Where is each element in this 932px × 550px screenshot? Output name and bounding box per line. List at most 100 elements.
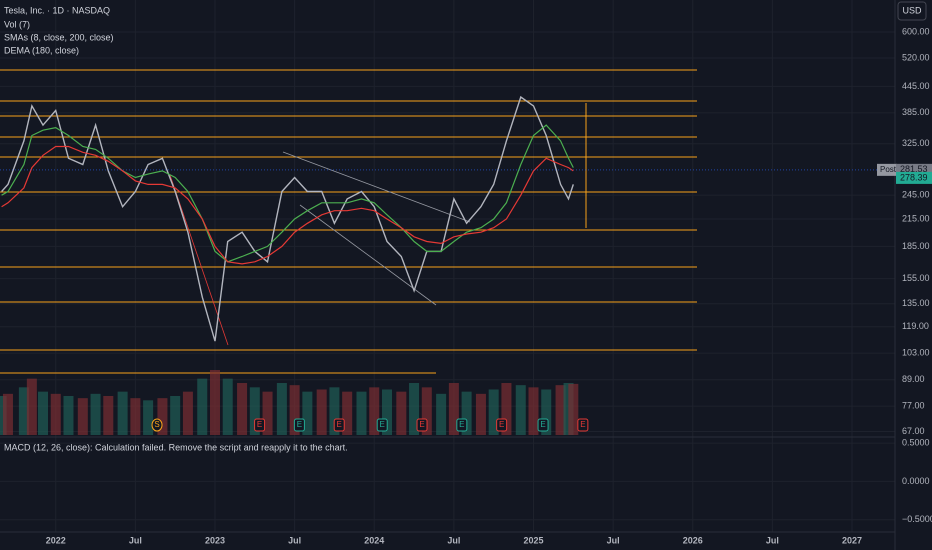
- event-label: E: [580, 420, 585, 429]
- volume-bar: [262, 391, 273, 435]
- grid: [0, 0, 895, 532]
- volume-bar: [197, 378, 208, 435]
- event-marker: [456, 418, 468, 432]
- y-tick-label: 215.00: [902, 213, 930, 223]
- post-label: Post: [880, 165, 897, 174]
- volume-bar: [170, 396, 181, 435]
- volume-bar: [63, 396, 74, 435]
- series-line: [1, 124, 574, 263]
- volume-bar: [117, 391, 128, 435]
- volume-bar: [182, 391, 193, 435]
- y-tick-label: 155.00: [902, 273, 930, 283]
- x-tick-label: 2024: [364, 535, 384, 545]
- y-tick-label: 325.00: [902, 138, 930, 148]
- currency-label[interactable]: USD: [902, 5, 922, 15]
- volume-bar: [77, 398, 88, 435]
- volume-bar: [157, 398, 168, 435]
- macd-title: MACD (12, 26, close): Calculation failed…: [4, 442, 348, 452]
- y-tick-label: 135.00: [902, 298, 930, 308]
- y-tick-label: 185.00: [902, 241, 930, 251]
- x-tick-label: Jul: [129, 535, 142, 545]
- event-label: S: [154, 420, 159, 429]
- y-tick-label: 77.00: [902, 400, 925, 410]
- event-marker: [293, 418, 305, 432]
- y-tick-label: 0.0000: [902, 476, 930, 486]
- event-label: E: [257, 420, 262, 429]
- post-price-label: 281.53: [900, 164, 928, 174]
- volume-bar: [130, 398, 141, 435]
- volume-bar: [448, 383, 459, 435]
- volume-bar: [222, 378, 233, 435]
- volume-bar: [209, 370, 220, 435]
- volume-bar: [515, 385, 526, 435]
- event-label: E: [499, 420, 504, 429]
- volume-bar: [421, 387, 432, 435]
- volume-bar: [409, 383, 420, 435]
- volume-bar: [249, 387, 260, 435]
- y-tick-label: 89.00: [902, 374, 925, 384]
- volume-bar: [50, 393, 61, 435]
- volume-bar: [316, 389, 327, 435]
- volume: [0, 370, 579, 435]
- volume-bar: [555, 385, 566, 435]
- drawn-levels: [0, 69, 697, 374]
- post-badge: [877, 163, 897, 176]
- volume-bar: [528, 387, 539, 435]
- volume-bar: [26, 378, 37, 435]
- event-marker: [333, 418, 345, 432]
- x-tick-label: Jul: [447, 535, 460, 545]
- event-label: E: [297, 420, 302, 429]
- chart-title: Tesla, Inc. · 1D · NASDAQ: [4, 5, 110, 15]
- event-label: E: [419, 420, 424, 429]
- volume-bar: [237, 383, 248, 435]
- x-tick-label: 2026: [683, 535, 703, 545]
- currency-button[interactable]: [897, 1, 927, 21]
- y-tick-label: 0.5000: [902, 438, 930, 448]
- volume-bar: [568, 383, 579, 435]
- volume-bar: [18, 387, 29, 435]
- legend-entry: DEMA (180, close): [4, 45, 79, 55]
- event-label: E: [380, 420, 385, 429]
- volume-bar: [90, 393, 101, 435]
- event-marker: [416, 418, 428, 432]
- last-price-label: 278.39: [900, 172, 928, 182]
- event-marker: [151, 418, 163, 432]
- event-marker: [376, 418, 388, 432]
- volume-bar: [2, 393, 13, 435]
- event-marker: [496, 418, 508, 432]
- x-tick-label: 2025: [523, 535, 543, 545]
- event-label: E: [540, 420, 545, 429]
- volume-bar: [396, 391, 407, 435]
- legend-entry: SMAs (8, close, 200, close): [4, 32, 114, 42]
- event-label: E: [459, 420, 464, 429]
- volume-bar: [289, 385, 300, 435]
- x-tick-label: Jul: [288, 535, 301, 545]
- last-price-badge: [896, 171, 932, 184]
- event-marker: [577, 418, 589, 432]
- y-tick-label: 520.00: [902, 52, 930, 62]
- y-tick-label: 445.00: [902, 81, 930, 91]
- volume-bar: [37, 391, 48, 435]
- series-line: [1, 145, 574, 265]
- volume-bar: [381, 389, 392, 435]
- volume-bar: [541, 389, 552, 435]
- volume-bar: [501, 383, 512, 435]
- x-tick-label: 2027: [842, 535, 862, 545]
- y-tick-label: 67.00: [902, 426, 925, 436]
- volume-bar: [488, 389, 499, 435]
- axes: 600.00 520.00 445.00 385.00 325.00 245.00 215.…: [0, 26, 932, 545]
- volume-bar: [369, 387, 380, 435]
- event-marker: [537, 418, 549, 432]
- legend-entry: Vol (7): [4, 19, 30, 29]
- y-tick-label: 600.00: [902, 26, 930, 36]
- volume-bar: [276, 383, 287, 435]
- y-tick-label: 119.00: [902, 321, 929, 331]
- volume-bar: [143, 400, 154, 435]
- volume-bar: [302, 391, 313, 435]
- series: [1, 95, 574, 342]
- volume-bar: [461, 391, 472, 435]
- x-tick-label: 2022: [46, 535, 66, 545]
